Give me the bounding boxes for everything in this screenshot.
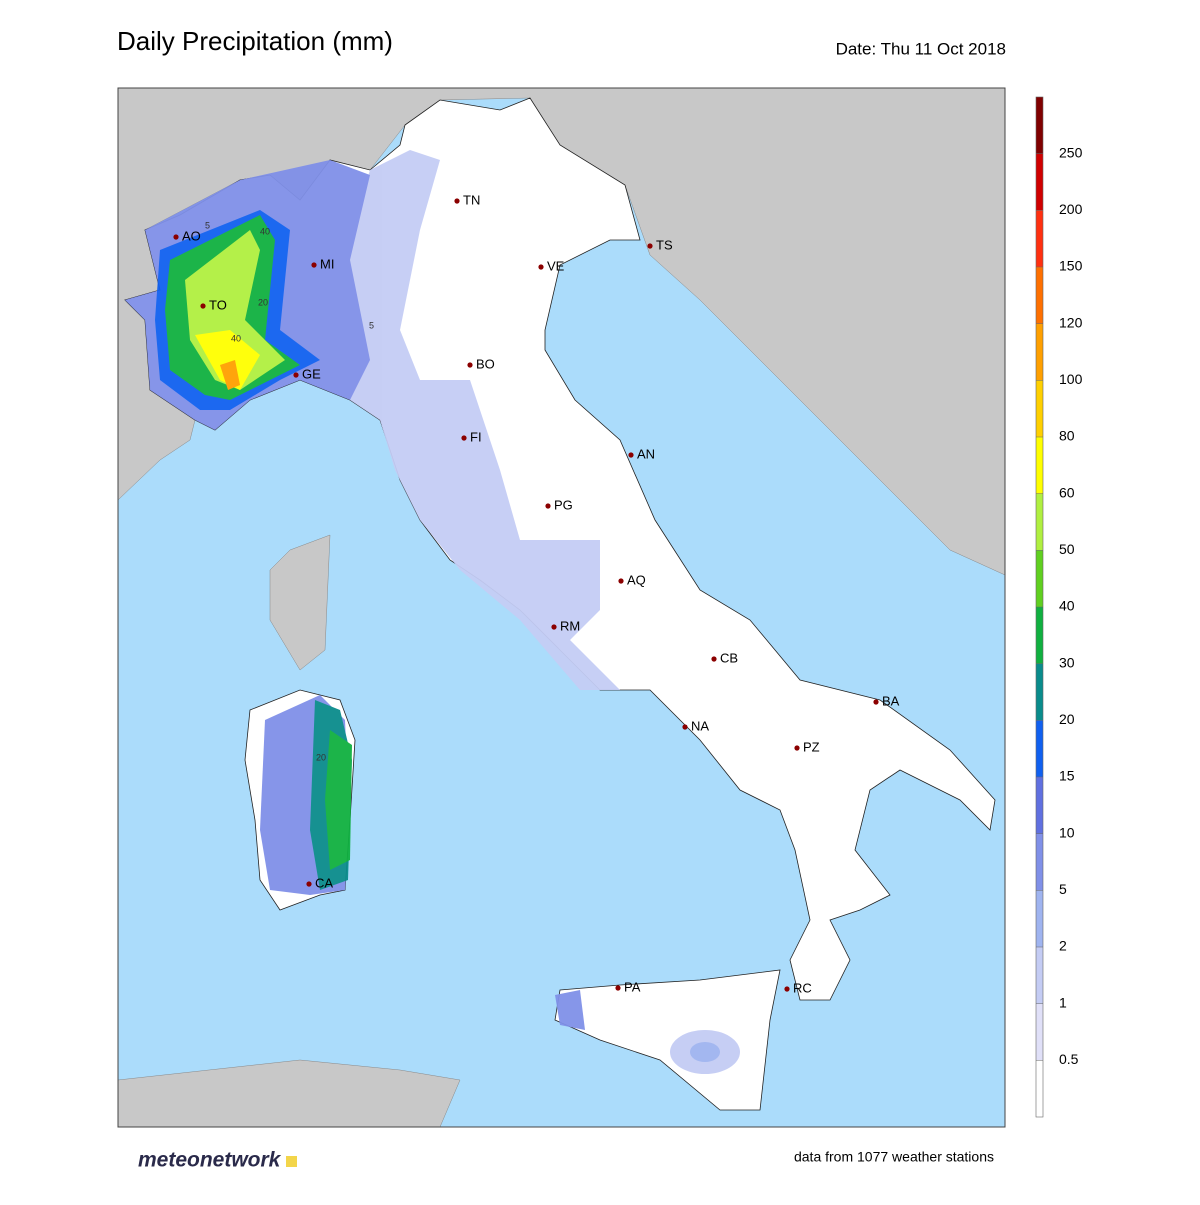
city-label: RC (793, 980, 812, 995)
city-label: CA (315, 875, 333, 890)
colorbar-segment (1036, 267, 1043, 324)
colorbar-label: 5 (1059, 881, 1067, 897)
colorbar-segment (1036, 380, 1043, 437)
colorbar-label: 1 (1059, 994, 1067, 1010)
city-label: MI (320, 256, 334, 271)
colorbar-segment (1036, 153, 1043, 211)
colorbar-segment (1036, 890, 1043, 947)
city-dot (538, 264, 544, 270)
city-dot (200, 303, 206, 309)
corsica (269, 534, 331, 671)
city-dot (551, 624, 557, 630)
colorbar-label: 50 (1059, 541, 1075, 557)
city-dot (647, 243, 653, 249)
colorbar-segment (1036, 323, 1043, 381)
city-label: BO (476, 356, 495, 371)
city-dot (628, 452, 634, 458)
colorbar-label: 30 (1059, 654, 1075, 670)
contour-label: 40 (231, 333, 241, 343)
city-dot (173, 234, 179, 240)
city-label: PG (554, 497, 573, 512)
city-label: TO (209, 297, 227, 312)
colorbar-segment (1036, 720, 1043, 777)
colorbar-segment (1036, 1003, 1043, 1061)
city-label: TN (463, 192, 480, 207)
city-dot (711, 656, 717, 662)
map-date: Date: Thu 11 Oct 2018 (836, 39, 1006, 58)
city-dot (545, 503, 551, 509)
city-label: RM (560, 618, 580, 633)
city-label: NA (691, 718, 709, 733)
colorbar-label: 250 (1059, 144, 1083, 160)
colorbar-segment (1036, 437, 1043, 494)
source-note: data from 1077 weather stations (794, 1149, 994, 1165)
city-label: TS (656, 237, 673, 252)
map-frame (117, 87, 1006, 1128)
contour-label: 40 (260, 226, 270, 236)
colorbar-label: 20 (1059, 711, 1075, 727)
colorbar-label: 120 (1059, 314, 1083, 330)
city-label: PZ (803, 739, 820, 754)
city-label: PA (624, 979, 641, 994)
city-label: AO (182, 228, 201, 243)
city-label: FI (470, 429, 482, 444)
colorbar-label: 60 (1059, 484, 1075, 500)
colorbar-label: 150 (1059, 258, 1083, 274)
colorbar-segment (1036, 607, 1043, 664)
city-dot (615, 985, 621, 991)
colorbar-segment (1036, 97, 1043, 154)
contour-label: 20 (316, 752, 326, 762)
city-dot (873, 699, 879, 705)
contour-label: 20 (258, 297, 268, 307)
colorbar-segment (1036, 550, 1043, 607)
colorbar-segment (1036, 1060, 1043, 1117)
city-label: BA (882, 693, 900, 708)
contour-label: 5 (369, 320, 374, 330)
colorbar-segment (1036, 210, 1043, 267)
colorbar-label: 40 (1059, 598, 1075, 614)
city-dot (461, 435, 467, 441)
colorbar-segment (1036, 663, 1043, 721)
city-dot (467, 362, 473, 368)
colorbar-label: 200 (1059, 201, 1083, 217)
city-dot (306, 881, 312, 887)
map-area (118, 88, 1005, 1127)
city-dot (618, 578, 624, 584)
city-dot (293, 372, 299, 378)
city-dot (311, 262, 317, 268)
city-label: AQ (627, 572, 646, 587)
city-label: AN (637, 446, 655, 461)
colorbar-label: 0.5 (1059, 1051, 1079, 1067)
colorbar-segment (1036, 947, 1043, 1004)
africa (118, 1059, 461, 1127)
city-dot (794, 745, 800, 751)
colorbar-label: 10 (1059, 824, 1075, 840)
city-label: GE (302, 366, 321, 381)
city-label: VE (547, 258, 565, 273)
city-label: CB (720, 650, 738, 665)
precipitation-areas (125, 150, 740, 1074)
colorbar-label: 80 (1059, 428, 1075, 444)
colorbar-segment (1036, 833, 1043, 891)
colorbar-segment (1036, 493, 1043, 551)
colorbar-label: 100 (1059, 371, 1083, 387)
city-dot (784, 986, 790, 992)
city-dot (682, 724, 688, 730)
logo: meteonetwork (138, 1149, 282, 1172)
sicily (554, 969, 781, 1111)
colorbar-label: 15 (1059, 768, 1075, 784)
logo-square (286, 1156, 297, 1167)
city-dot (454, 198, 460, 204)
colorbar-segment (1036, 777, 1043, 834)
contour-label: 5 (205, 220, 210, 230)
map-title: Daily Precipitation (mm) (117, 26, 393, 56)
colorbar-label: 2 (1059, 938, 1067, 954)
